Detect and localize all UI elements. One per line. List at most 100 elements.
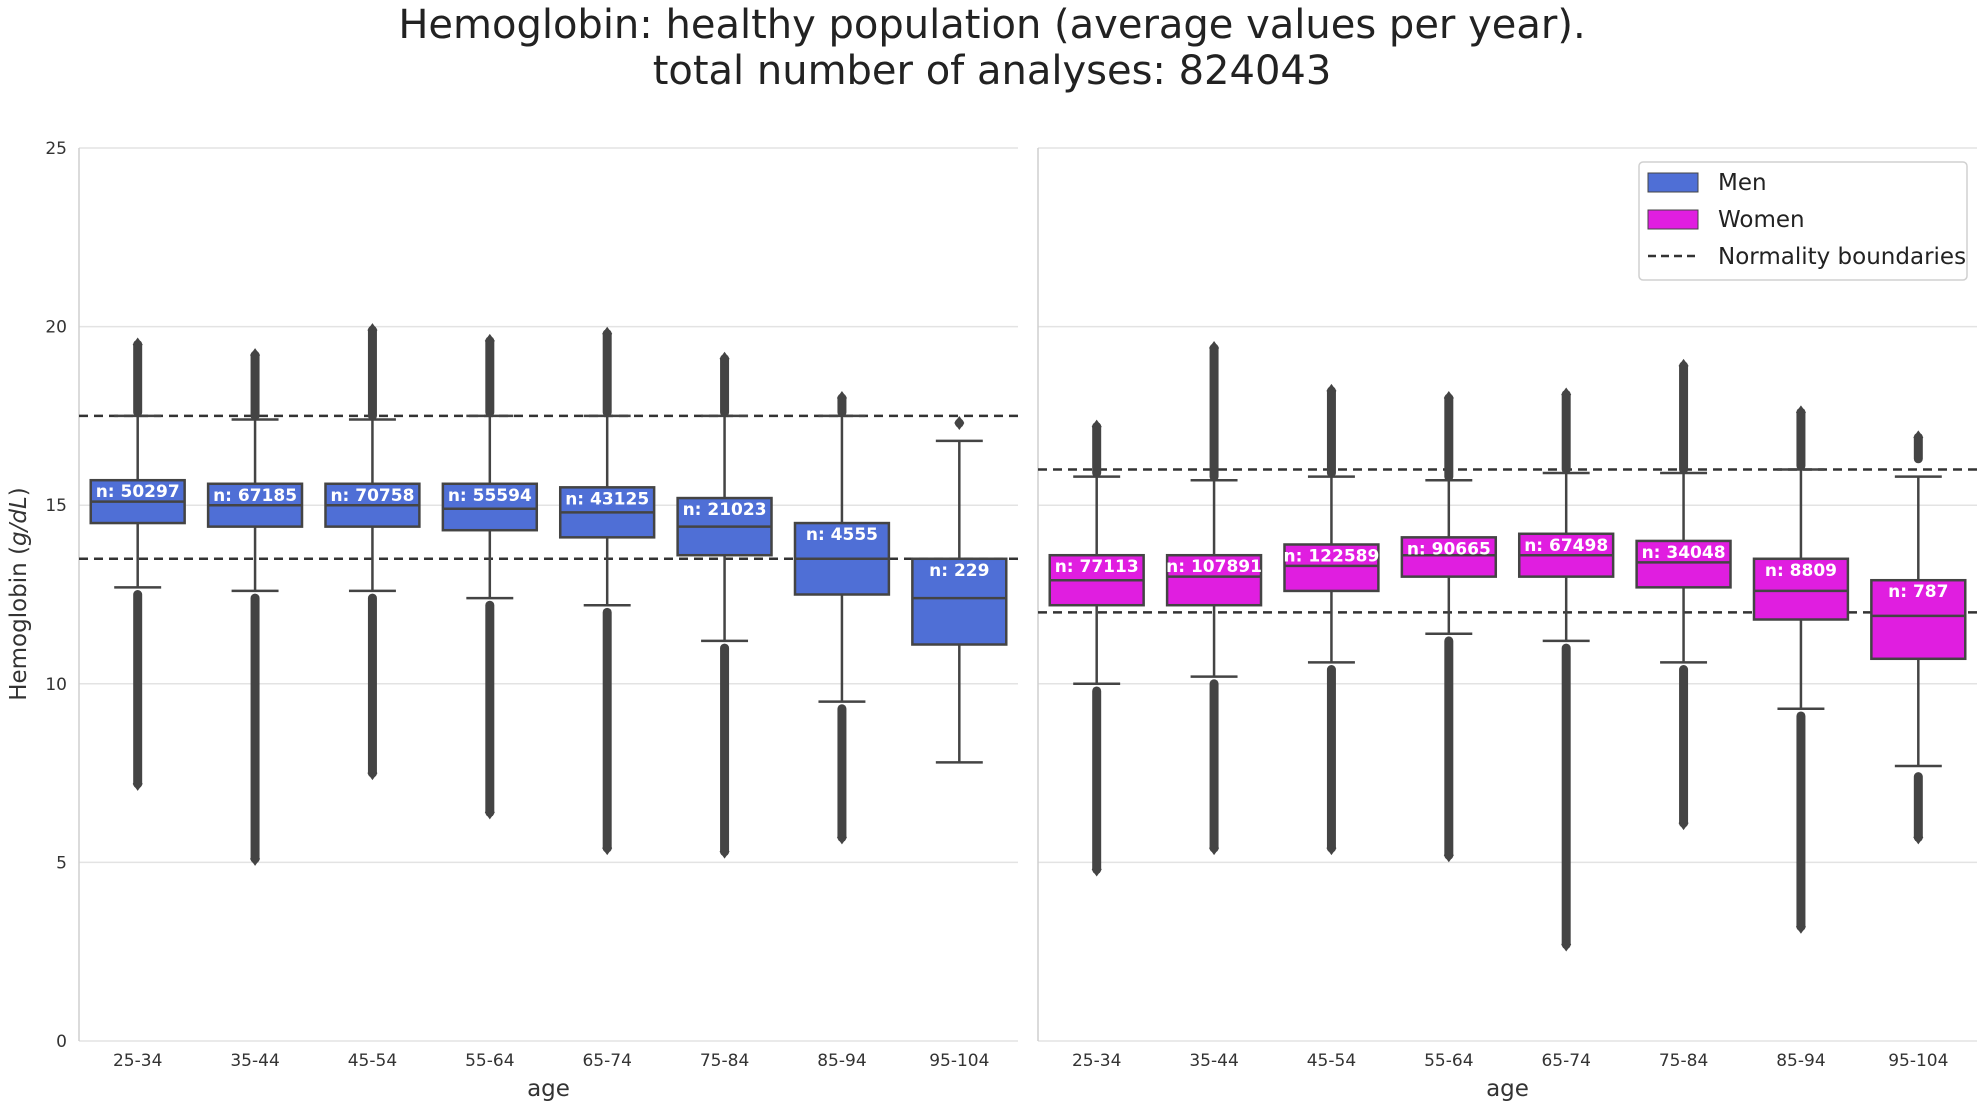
- box-body: [1870, 578, 1967, 661]
- outlier-marker: [1795, 919, 1806, 934]
- outlier-marker: [367, 323, 378, 338]
- outlier-marker: [954, 416, 965, 431]
- n-count-label: n: 70758: [330, 486, 414, 506]
- outlier-marker: [836, 830, 847, 845]
- outlier-marker: [1326, 841, 1337, 856]
- outlier-marker: [484, 805, 495, 820]
- box-body: [1635, 539, 1732, 589]
- outlier-marker: [602, 841, 613, 856]
- n-count-label: n: 67498: [1524, 536, 1608, 556]
- n-count-label: n: 21023: [683, 500, 767, 520]
- x-tick-label: 55-64: [465, 1051, 514, 1071]
- y-axis-label: Hemoglobin (g/dL): [6, 487, 32, 701]
- box-body: [1283, 543, 1380, 593]
- box-women-75-84: n: 34048: [1635, 358, 1732, 831]
- n-count-label: n: 77113: [1055, 557, 1139, 577]
- box-men-85-94: n: 4555: [793, 391, 891, 845]
- chart-title-line1: Hemoglobin: healthy population (average …: [398, 2, 1585, 48]
- box-men-65-74: n: 43125: [558, 326, 656, 856]
- x-tick-label: 85-94: [1776, 1051, 1825, 1071]
- box-body: [1752, 557, 1850, 621]
- outlier-marker: [1913, 830, 1924, 845]
- legend-frame: [1638, 161, 1968, 281]
- outlier-marker: [1209, 841, 1220, 856]
- n-count-label: n: 229: [929, 561, 989, 581]
- legend-women-swatch: [1647, 209, 1699, 230]
- box-men-35-44: n: 67185: [206, 348, 304, 866]
- outlier-marker: [1678, 358, 1689, 373]
- box-women-25-34: n: 77113: [1048, 419, 1145, 877]
- outlier-marker: [1561, 387, 1572, 402]
- chart-title-line2: total number of analyses: 824043: [653, 48, 1332, 94]
- outlier-marker: [602, 326, 613, 341]
- n-count-label: n: 90665: [1407, 539, 1491, 559]
- box-body: [1400, 536, 1498, 578]
- x-tick-label: 95-104: [1888, 1051, 1948, 1071]
- n-count-label: n: 787: [1888, 582, 1948, 602]
- outlier-marker: [1561, 937, 1572, 952]
- y-axis-label-close: ): [6, 487, 32, 496]
- box-body: [1165, 553, 1263, 607]
- legend-men-label: Men: [1718, 170, 1767, 196]
- x-tick-label: 65-74: [1541, 1051, 1590, 1071]
- box-men-75-84: n: 21023: [676, 351, 773, 859]
- n-count-label: n: 50297: [96, 482, 180, 502]
- x-tick-label: 85-94: [817, 1051, 866, 1071]
- x-tick-label: 95-104: [929, 1051, 989, 1071]
- legend-boundaries-label: Normality boundaries: [1718, 244, 1966, 270]
- outlier-marker: [1678, 816, 1689, 831]
- outlier-marker: [367, 766, 378, 781]
- box-body: [441, 482, 539, 532]
- n-count-label: n: 43125: [565, 489, 649, 509]
- outlier-marker: [719, 351, 730, 366]
- legend-women-label: Women: [1718, 207, 1805, 233]
- box-women-35-44: n: 107891: [1165, 341, 1263, 856]
- n-count-label: n: 34048: [1642, 543, 1726, 563]
- x-tick-label: 65-74: [582, 1051, 631, 1071]
- outlier-marker: [1091, 862, 1102, 877]
- y-tick-label: 5: [56, 853, 67, 873]
- legend-men-swatch: [1647, 172, 1699, 193]
- x-axis-label: age: [527, 1076, 570, 1102]
- box-women-65-74: n: 67498: [1517, 387, 1615, 952]
- outlier-marker: [484, 333, 495, 348]
- x-tick-label: 35-44: [230, 1051, 279, 1071]
- box-men-55-64: n: 55594: [441, 333, 539, 820]
- x-tick-label: 45-54: [348, 1051, 397, 1071]
- legend: Men Women Normality boundaries: [1638, 161, 1968, 281]
- n-count-label: n: 107891: [1166, 557, 1262, 577]
- x-tick-label: 75-84: [700, 1051, 749, 1071]
- box-men-25-34: n: 50297: [89, 337, 186, 791]
- box-women-85-94: n: 8809: [1752, 405, 1850, 934]
- y-tick-label: 0: [56, 1032, 67, 1052]
- y-tick-label: 10: [45, 675, 67, 695]
- outlier-marker: [1443, 391, 1454, 406]
- x-tick-label: 25-34: [113, 1051, 162, 1071]
- box-women-55-64: n: 90665: [1400, 391, 1498, 863]
- y-axis-label-unit: g/dL: [6, 496, 32, 546]
- outlier-marker: [1913, 430, 1924, 445]
- outlier-marker: [1443, 848, 1454, 863]
- y-tick-label: 15: [45, 496, 67, 516]
- outlier-marker: [1209, 341, 1220, 356]
- y-tick-label: 25: [45, 139, 67, 159]
- x-tick-label: 75-84: [1659, 1051, 1708, 1071]
- n-count-label: n: 8809: [1765, 561, 1837, 581]
- box-women-45-54: n: 122589: [1283, 383, 1380, 856]
- n-count-label: n: 67185: [213, 486, 297, 506]
- outlier-marker: [719, 844, 730, 859]
- box-men-45-54: n: 70758: [324, 323, 421, 781]
- outlier-marker: [250, 348, 261, 363]
- x-tick-label: 55-64: [1424, 1051, 1473, 1071]
- box-body: [911, 557, 1008, 646]
- n-count-label: n: 4555: [806, 525, 878, 545]
- outlier-marker: [836, 391, 847, 406]
- outlier-marker: [1091, 419, 1102, 434]
- x-axis-label: age: [1486, 1076, 1529, 1102]
- outlier-marker: [132, 337, 143, 352]
- x-tick-label: 45-54: [1307, 1051, 1356, 1071]
- y-axis-label-text: Hemoglobin (: [6, 546, 32, 701]
- x-tick-label: 25-34: [1072, 1051, 1121, 1071]
- y-tick-label: 20: [45, 318, 67, 338]
